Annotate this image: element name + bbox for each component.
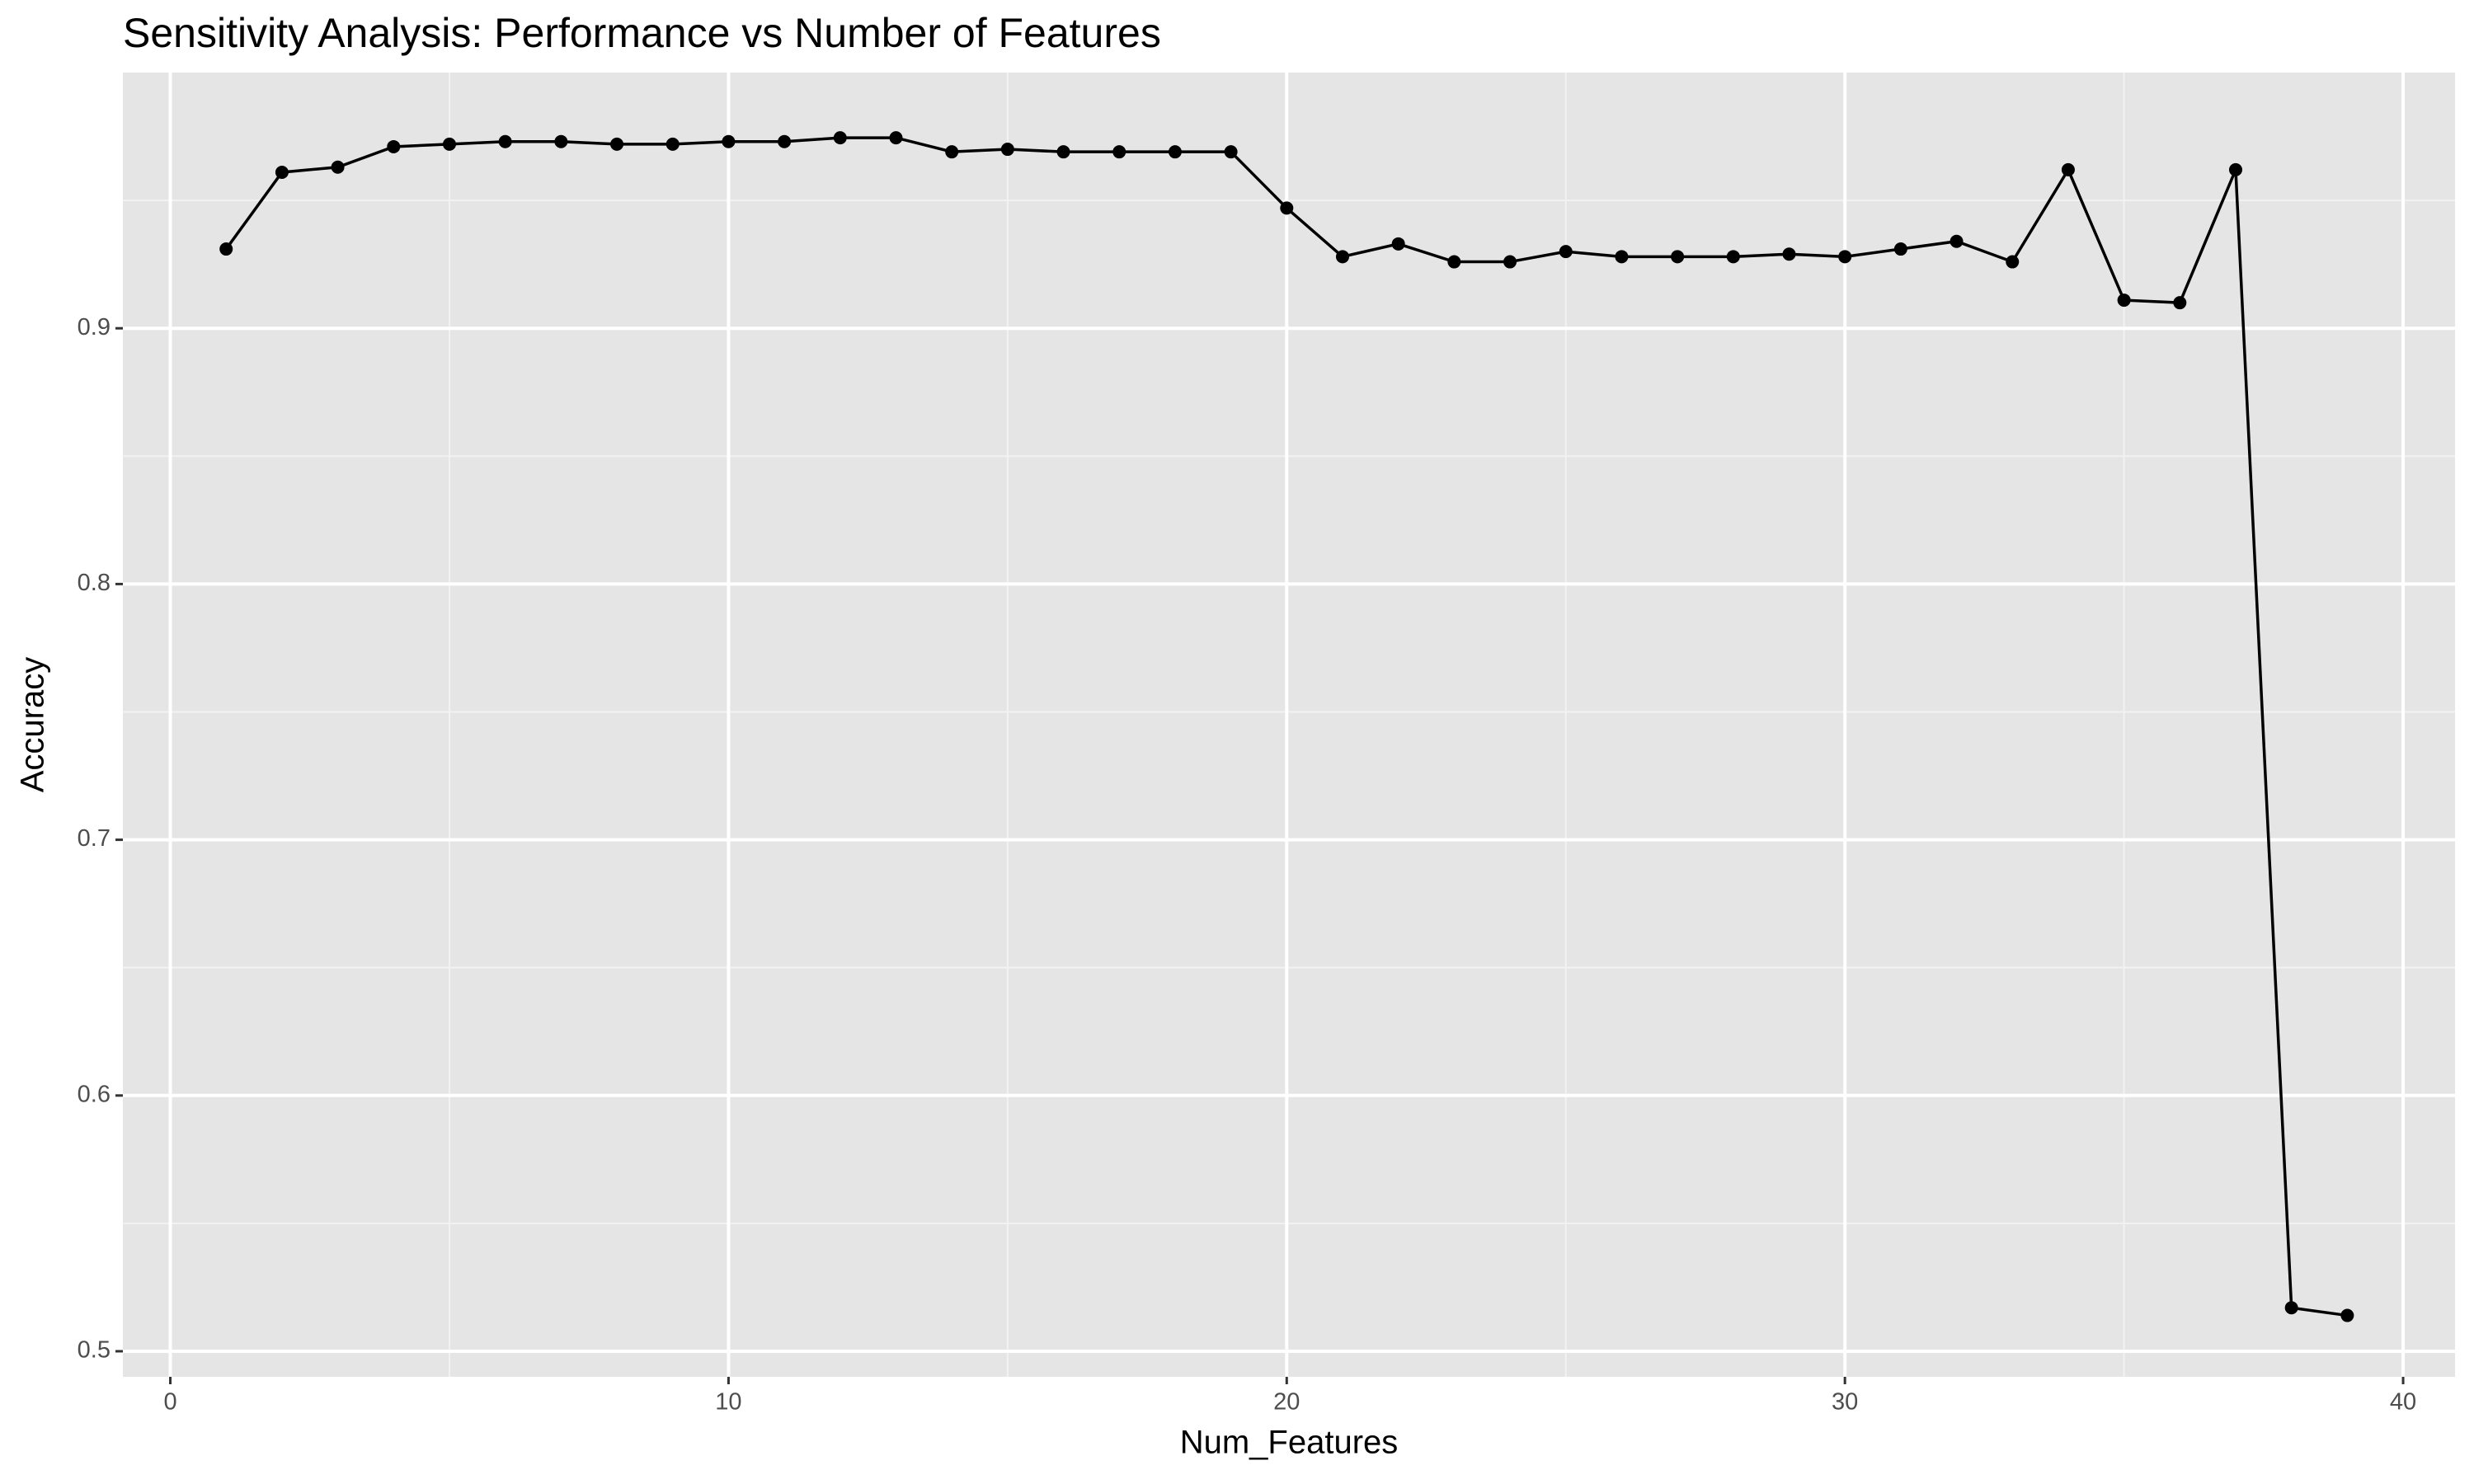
- y-tick-label: 0.7: [78, 825, 111, 852]
- point: [833, 131, 847, 145]
- point: [722, 134, 736, 148]
- point: [275, 165, 289, 179]
- point: [1391, 237, 1405, 251]
- point: [442, 137, 456, 151]
- point: [610, 137, 624, 151]
- point: [2284, 1301, 2298, 1315]
- x-tick-label: 20: [1273, 1389, 1300, 1416]
- x-axis-title: Num_Features: [1180, 1425, 1399, 1461]
- point: [666, 137, 680, 151]
- point: [945, 145, 959, 159]
- point: [889, 131, 903, 145]
- point: [1950, 234, 1964, 248]
- point: [778, 134, 792, 148]
- point: [498, 134, 512, 148]
- y-axis-title: Accuracy: [15, 657, 51, 793]
- point: [554, 134, 568, 148]
- point: [1112, 145, 1126, 159]
- x-tick-label: 40: [2390, 1389, 2416, 1416]
- point: [1782, 247, 1796, 261]
- point: [1224, 145, 1238, 159]
- point: [1726, 250, 1740, 264]
- x-tick-label: 10: [715, 1389, 741, 1416]
- point: [2061, 162, 2075, 176]
- point: [2117, 294, 2131, 308]
- point: [1000, 143, 1014, 157]
- chart-title: Sensitivity Analysis: Performance vs Num…: [123, 10, 1161, 56]
- point: [219, 242, 233, 256]
- point: [1280, 201, 1294, 215]
- point: [1559, 245, 1573, 259]
- x-tick-label: 0: [163, 1389, 176, 1416]
- point: [2340, 1308, 2354, 1322]
- point: [1615, 250, 1629, 264]
- point: [1893, 242, 1907, 256]
- point: [387, 139, 401, 153]
- y-tick-label: 0.8: [78, 570, 111, 596]
- point: [1503, 255, 1517, 269]
- y-tick-label: 0.9: [78, 314, 111, 340]
- point: [1447, 255, 1461, 269]
- point: [2173, 296, 2187, 310]
- x-tick-label: 30: [1832, 1389, 1858, 1416]
- point: [1168, 145, 1182, 159]
- point: [331, 160, 345, 174]
- point: [2228, 162, 2242, 176]
- point: [1671, 250, 1685, 264]
- plot-panel: [123, 73, 2455, 1377]
- point: [1056, 145, 1070, 159]
- y-tick-label: 0.5: [78, 1337, 111, 1364]
- point: [1838, 250, 1852, 264]
- point: [1335, 250, 1349, 264]
- point: [2006, 255, 2020, 269]
- y-tick-label: 0.6: [78, 1081, 111, 1107]
